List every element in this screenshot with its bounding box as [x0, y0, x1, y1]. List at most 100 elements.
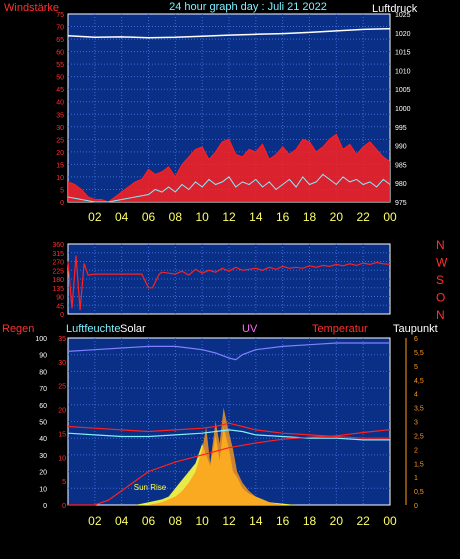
series-line [67, 173, 391, 203]
direction-tick-label: 225 [52, 268, 64, 275]
x-tick-label: 22 [356, 514, 370, 528]
uv-tick-label: 4,5 [414, 378, 424, 385]
x-tick-label: 04 [115, 210, 129, 224]
series-line [67, 342, 390, 361]
rain-humidity-panel: 10090807060504030201003530252015105065,5… [35, 336, 424, 528]
uv-area [68, 407, 390, 505]
right-tick-label: 1005 [395, 87, 411, 94]
x-tick-label: 18 [303, 210, 317, 224]
uv-tick-label: 6 [414, 336, 418, 343]
left-tick-label: 5 [60, 187, 64, 194]
compass-label: S [436, 273, 444, 287]
x-tick-label: 22 [356, 210, 370, 224]
gust-area [68, 134, 390, 202]
x-tick-label: 20 [330, 210, 344, 224]
left-tick-label: 15 [56, 162, 64, 169]
uv-tick-label: 0,5 [414, 489, 424, 496]
x-tick-label: 16 [276, 514, 290, 528]
rain-tick-label: 5 [62, 479, 66, 486]
luftdruck-label: Luftdruck [372, 3, 418, 15]
right-tick-label: 1025 [395, 12, 411, 19]
series-line [67, 27, 391, 39]
regen-label: Regen [2, 323, 34, 335]
direction-tick-label: 360 [52, 242, 64, 249]
direction-tick-label: 135 [52, 286, 64, 293]
x-tick-label: 06 [142, 514, 156, 528]
rain-tick-label: 35 [58, 336, 66, 343]
rain-tick-label: 20 [58, 408, 66, 415]
left-tick-label: 20 [56, 150, 64, 157]
right-tick-label: 980 [395, 181, 407, 188]
right-tick-label: 1010 [395, 68, 411, 75]
uv-label: UV [242, 323, 258, 335]
uv-tick-label: 5,5 [414, 350, 424, 357]
direction-tick-label: 180 [52, 277, 64, 284]
uv-tick-label: 2,5 [414, 433, 424, 440]
x-tick-label: 10 [195, 210, 209, 224]
x-tick-label: 18 [303, 514, 317, 528]
humidity-tick-label: 50 [39, 420, 47, 427]
chart-title: 24 hour graph day : Juli 21 2022 [169, 1, 327, 13]
sun-rise-annotation: Sun Rise [134, 483, 167, 492]
humidity-tick-label: 100 [35, 336, 47, 343]
direction-tick-label: 315 [52, 251, 64, 258]
wind-direction-line [67, 255, 391, 311]
left-tick-label: 50 [56, 75, 64, 82]
left-tick-label: 40 [56, 100, 64, 107]
humidity-tick-label: 40 [39, 436, 47, 443]
humidity-tick-label: 90 [39, 353, 47, 360]
humidity-tick-label: 80 [39, 369, 47, 376]
direction-tick-label: 270 [52, 260, 64, 267]
uv-tick-label: 3 [414, 420, 418, 427]
x-tick-label: 02 [88, 210, 102, 224]
rain-tick-label: 15 [58, 431, 66, 438]
humidity-tick-label: 0 [43, 503, 47, 510]
compass-label: W [436, 256, 448, 270]
left-tick-label: 30 [56, 125, 64, 132]
x-tick-label: 12 [222, 210, 236, 224]
x-tick-label: 04 [115, 514, 129, 528]
right-tick-label: 995 [395, 125, 407, 132]
compass-label: N [436, 238, 445, 252]
left-tick-label: 70 [56, 25, 64, 32]
compass-label: O [436, 291, 445, 305]
humidity-tick-label: 20 [39, 470, 47, 477]
x-tick-label: 02 [88, 514, 102, 528]
uv-tick-label: 1,5 [414, 461, 424, 468]
compass-label: N [436, 308, 445, 322]
right-tick-label: 990 [395, 144, 407, 151]
direction-tick-label: 0 [60, 312, 64, 319]
left-tick-label: 0 [60, 200, 64, 207]
humidity-tick-label: 70 [39, 386, 47, 393]
humidity-tick-label: 10 [39, 486, 47, 493]
x-tick-label: 10 [195, 514, 209, 528]
x-tick-label: 00 [383, 210, 397, 224]
wind-pressure-panel: 7570656055504540353025201510501025102010… [56, 12, 410, 224]
left-tick-label: 25 [56, 137, 64, 144]
uv-tick-label: 0 [414, 503, 418, 510]
series-line [67, 133, 391, 203]
luftfeuchte-label: Luftfeuchte [66, 323, 120, 335]
x-tick-label: 14 [249, 210, 263, 224]
x-tick-label: 00 [383, 514, 397, 528]
right-tick-label: 1020 [395, 31, 411, 38]
left-tick-label: 35 [56, 112, 64, 119]
left-tick-label: 65 [56, 37, 64, 44]
taupunkt-label: Taupunkt [393, 323, 438, 335]
temperatur-label: Temperatur [312, 323, 368, 335]
series-line [68, 429, 391, 506]
x-tick-label: 08 [169, 210, 183, 224]
x-tick-label: 12 [222, 514, 236, 528]
right-tick-label: 975 [395, 200, 407, 207]
x-tick-label: 16 [276, 210, 290, 224]
uv-tick-label: 3,5 [414, 406, 424, 413]
rain-tick-label: 0 [62, 503, 66, 510]
humidity-tick-label: 30 [39, 453, 47, 460]
left-tick-label: 55 [56, 62, 64, 69]
left-tick-label: 10 [56, 175, 64, 182]
rain-tick-label: 30 [58, 360, 66, 367]
windstaerke-label: Windstärke [4, 2, 59, 14]
right-tick-label: 1015 [395, 50, 411, 57]
